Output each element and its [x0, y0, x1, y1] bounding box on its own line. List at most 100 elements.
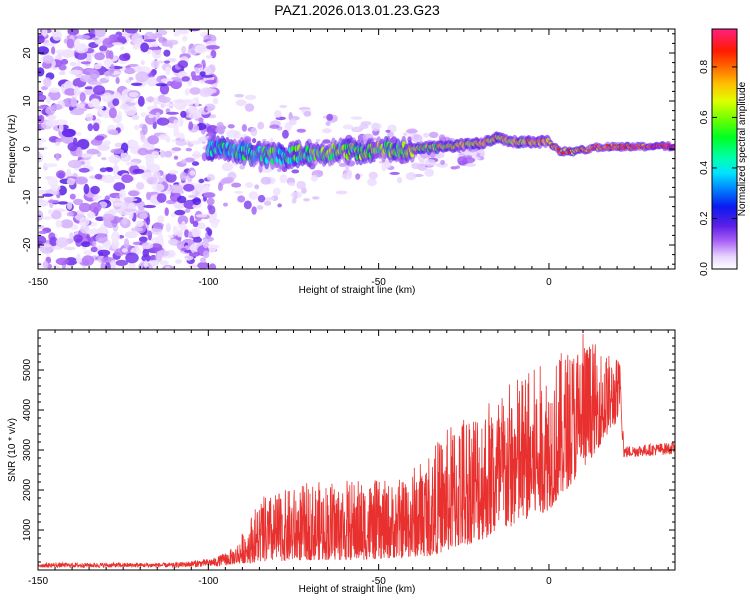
- noise-blob: [174, 209, 186, 216]
- noise-blob: [110, 148, 125, 154]
- noise-blob: [145, 157, 155, 166]
- noise-blob: [38, 67, 45, 77]
- noise-blob: [93, 85, 106, 96]
- noise-blob: [192, 97, 199, 103]
- noise-blob: [177, 215, 189, 226]
- noise-blob: [165, 172, 177, 183]
- noise-blob: [111, 239, 120, 250]
- noise-blob: [335, 190, 348, 195]
- noise-blob: [203, 192, 216, 199]
- noise-blob: [189, 140, 202, 145]
- noise-blob: [168, 238, 178, 246]
- noise-blob: [38, 110, 42, 116]
- noise-blob: [97, 144, 110, 151]
- noise-blob: [457, 156, 467, 166]
- noise-blob: [140, 42, 150, 53]
- noise-blob: [78, 153, 93, 158]
- noise-blob: [55, 237, 69, 248]
- noise-blob: [181, 76, 190, 82]
- noise-blob: [296, 128, 306, 133]
- snr-line-area: [38, 333, 675, 569]
- noise-blob: [76, 253, 81, 264]
- noise-blob: [74, 38, 81, 50]
- noise-blob: [38, 137, 45, 143]
- noise-blob: [208, 263, 217, 269]
- noise-blob: [244, 103, 255, 112]
- noise-blob: [89, 69, 100, 80]
- noise-blob: [77, 139, 90, 150]
- noise-blob: [203, 88, 217, 94]
- noise-blob: [83, 183, 90, 195]
- noise-blob: [91, 37, 99, 41]
- noise-blob: [177, 195, 187, 204]
- noise-blob: [47, 199, 60, 204]
- noise-blob: [152, 200, 159, 205]
- colorbar-tick-label: 0.8: [699, 60, 710, 74]
- noise-blob: [179, 132, 185, 140]
- noise-blob: [288, 182, 296, 187]
- noise-blob: [89, 81, 103, 86]
- noise-blob: [48, 90, 61, 101]
- noise-blob: [164, 150, 173, 158]
- noise-blob: [168, 42, 174, 49]
- noise-blob: [113, 182, 126, 192]
- noise-blob: [42, 43, 56, 47]
- noise-blob: [195, 184, 205, 192]
- noise-blob: [38, 189, 49, 195]
- noise-blob: [212, 83, 218, 88]
- noise-blob: [440, 159, 445, 165]
- noise-blob: [80, 224, 90, 234]
- noise-blob: [132, 168, 145, 174]
- noise-blob: [173, 103, 183, 108]
- noise-blob: [90, 138, 103, 146]
- noise-blob: [237, 195, 246, 203]
- noise-blob: [360, 121, 372, 126]
- noise-blob: [41, 216, 53, 220]
- noise-blob: [411, 162, 421, 170]
- noise-blob: [206, 197, 215, 206]
- noise-blob: [55, 49, 69, 54]
- noise-blob: [128, 190, 139, 197]
- noise-blob: [322, 128, 332, 134]
- noise-blob: [70, 96, 78, 108]
- noise-blob: [78, 103, 85, 109]
- snr-xlabel: Height of straight line (km): [299, 584, 416, 595]
- noise-blob: [192, 237, 203, 243]
- noise-blob: [423, 132, 430, 138]
- noise-blob: [92, 240, 97, 247]
- noise-blob: [413, 134, 420, 140]
- noise-blob: [42, 193, 54, 197]
- noise-blob: [204, 184, 210, 193]
- noise-blob: [79, 92, 86, 103]
- noise-blob: [403, 132, 408, 136]
- noise-blob: [102, 174, 115, 184]
- noise-blob: [250, 127, 258, 137]
- noise-blob: [191, 153, 205, 158]
- noise-blob: [291, 197, 297, 204]
- noise-blob: [94, 106, 104, 110]
- noise-blob: [217, 182, 223, 192]
- noise-blob: [91, 98, 101, 107]
- noise-blob: [108, 129, 119, 135]
- noise-blob: [312, 196, 320, 200]
- noise-blob: [148, 46, 162, 51]
- noise-blob: [73, 234, 83, 243]
- noise-blob: [38, 210, 44, 221]
- noise-blob: [95, 233, 108, 244]
- noise-blob: [206, 173, 215, 182]
- y-tick-label: 2000: [22, 478, 33, 501]
- noise-blob: [254, 184, 260, 190]
- noise-blob: [84, 86, 95, 90]
- noise-blob: [141, 242, 154, 249]
- noise-blob: [200, 257, 207, 263]
- noise-blob: [262, 139, 267, 143]
- noise-blob: [207, 204, 213, 211]
- noise-blob: [38, 230, 48, 235]
- colorbar-tick-label: 0.6: [699, 110, 710, 124]
- noise-blob: [135, 220, 144, 228]
- noise-blob: [124, 231, 138, 239]
- noise-blob: [123, 208, 137, 212]
- noise-blob: [282, 129, 289, 139]
- noise-blob: [284, 122, 292, 131]
- noise-blob: [190, 244, 196, 253]
